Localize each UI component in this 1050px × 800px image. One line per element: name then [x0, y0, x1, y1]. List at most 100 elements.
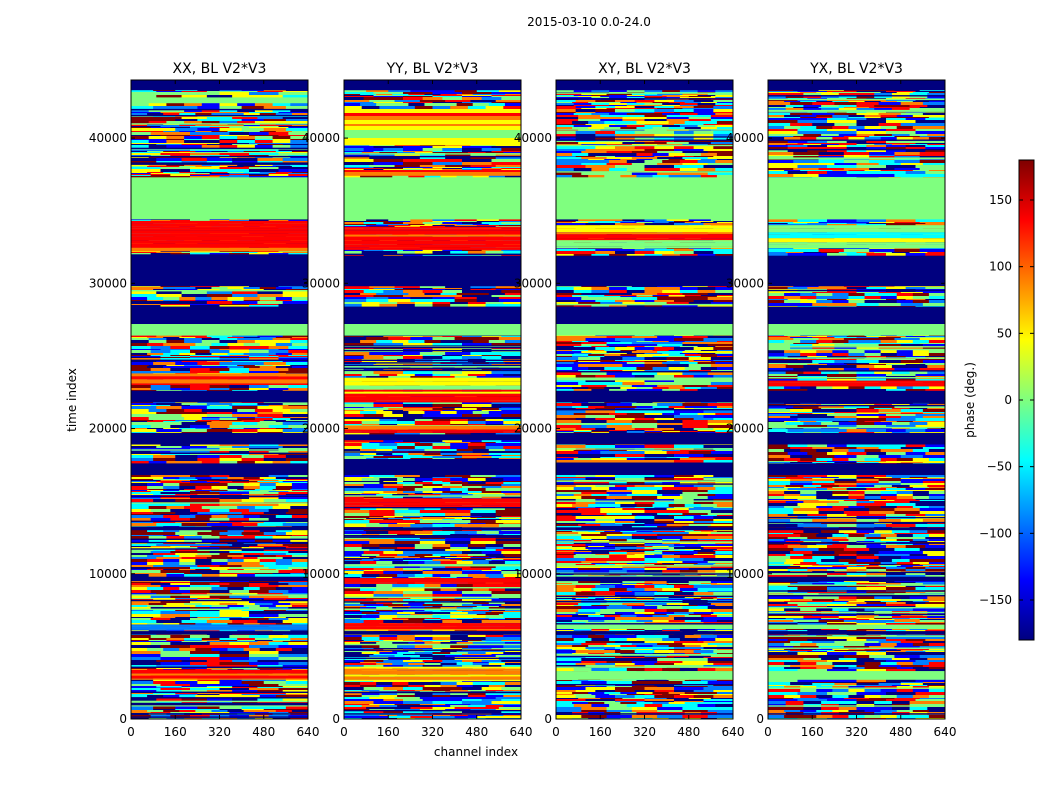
band-mix [344, 377, 521, 403]
x-tick-label: 0 [552, 725, 560, 739]
x-tick-label: 640 [510, 725, 533, 739]
band-red [131, 669, 308, 680]
x-tick-label: 640 [934, 725, 957, 739]
x-tick-label: 320 [421, 725, 444, 739]
y-tick-label: 20000 [89, 422, 127, 436]
band-red [131, 373, 308, 385]
panel-heatmap [131, 80, 308, 719]
panel-heatmap [556, 80, 733, 719]
band-zero [344, 324, 521, 336]
x-tick-label: 160 [801, 725, 824, 739]
y-tick-label: 30000 [302, 276, 340, 290]
band-flag [131, 631, 308, 635]
x-tick-label: 0 [127, 725, 135, 739]
band-flag [556, 80, 733, 91]
band-flag [768, 631, 945, 635]
panel-1: YY, BL V2*V3 0 160 320 480 640 0 10000 20000 3000… [302, 61, 533, 739]
band-flag [344, 434, 521, 441]
panel-2: XY, BL V2*V3 0 160 320 480 640 0 10000 20000 3000… [514, 61, 745, 739]
panel-title: YX, BL V2*V3 [809, 61, 903, 77]
x-tick-label: 640 [297, 725, 320, 739]
y-tick-label: 30000 [726, 276, 764, 290]
colorbar-tick-label: 0 [1004, 393, 1012, 407]
band-zero [131, 324, 308, 336]
y-axis-label: time index [65, 368, 79, 432]
band-flag [344, 459, 521, 475]
band-flag [556, 713, 733, 715]
y-tick-label: 20000 [726, 422, 764, 436]
y-tick-label: 10000 [726, 567, 764, 581]
y-tick-label: 0 [332, 712, 340, 726]
y-tick-label: 10000 [89, 567, 127, 581]
band-flag [344, 306, 521, 324]
band-flag [344, 527, 521, 531]
band-red [344, 226, 521, 250]
band-red [344, 170, 521, 176]
colorbar-tick-label: 50 [997, 326, 1012, 340]
x-tick-label: 640 [722, 725, 745, 739]
band-flag [768, 576, 945, 582]
y-tick-label: 20000 [302, 422, 340, 436]
band-flag [344, 713, 521, 715]
band-zero [131, 177, 308, 220]
band-mix [344, 109, 521, 146]
colorbar-label: phase (deg.) [963, 362, 977, 438]
band-flag [131, 463, 308, 475]
x-tick-label: 320 [845, 725, 868, 739]
panel-title: XY, BL V2*V3 [598, 61, 691, 77]
band-zero [556, 624, 733, 629]
x-tick-label: 480 [252, 725, 275, 739]
band-zero [768, 177, 945, 220]
band-red [344, 578, 521, 584]
band-zero [768, 624, 945, 629]
band-flag [768, 390, 945, 403]
band-zero [344, 177, 521, 220]
band-blue [131, 624, 308, 631]
band-zero [768, 671, 945, 680]
band-orange [344, 666, 521, 682]
panel-title: YY, BL V2*V3 [386, 61, 479, 77]
band-zero [556, 671, 733, 680]
x-tick-label: 320 [208, 725, 231, 739]
x-tick-label: 160 [377, 725, 400, 739]
band-flag [131, 80, 308, 91]
band-flag [131, 713, 308, 715]
band-flag [768, 306, 945, 324]
colorbar: −150 −100 −50 0 50 100 150 [979, 159, 1035, 641]
band-zero [556, 324, 733, 336]
band-red [768, 380, 945, 387]
x-tick-label: 480 [465, 725, 488, 739]
band-red [344, 425, 521, 433]
y-tick-label: 40000 [726, 131, 764, 145]
x-tick-label: 0 [764, 725, 772, 739]
band-flag [131, 576, 308, 582]
band-flag [556, 576, 733, 582]
x-tick-label: 480 [677, 725, 700, 739]
band-flag [768, 80, 945, 91]
x-tick-label: 320 [633, 725, 656, 739]
band-flag [131, 255, 308, 287]
colorbar-tick-label: −150 [979, 593, 1012, 607]
band-flag [768, 527, 945, 531]
y-tick-label: 0 [119, 712, 127, 726]
band-flag [556, 390, 733, 403]
band-flag [768, 432, 945, 445]
band-flag [131, 390, 308, 403]
band-zero [768, 324, 945, 336]
y-tick-label: 0 [756, 712, 764, 726]
colorbar-tick-label: −50 [987, 460, 1012, 474]
panel-0: XX, BL V2*V3 0 160 320 480 640 0 10000 20000 3000… [89, 61, 320, 739]
x-tick-label: 160 [589, 725, 612, 739]
y-tick-label: 40000 [89, 131, 127, 145]
band-cyanmix [768, 225, 945, 249]
band-flag [556, 631, 733, 635]
band-flag [556, 432, 733, 445]
y-tick-label: 40000 [514, 131, 552, 145]
band-red [344, 623, 521, 631]
band-flag [344, 80, 521, 91]
band-flag [556, 306, 733, 324]
x-axis-label: channel index [434, 745, 518, 759]
y-tick-label: 30000 [514, 276, 552, 290]
band-flag [131, 306, 308, 324]
